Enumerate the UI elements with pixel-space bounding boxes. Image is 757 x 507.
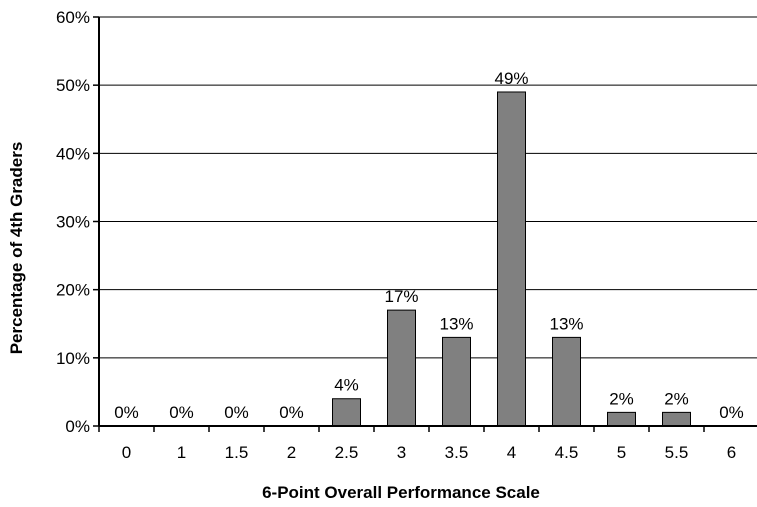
x-tick-label-6: 6 xyxy=(727,443,736,462)
data-label-5.5: 2% xyxy=(664,389,689,408)
y-tick-label: 0% xyxy=(65,417,90,436)
data-label-6: 0% xyxy=(719,403,744,422)
data-label-3: 17% xyxy=(384,287,418,306)
data-label-4.5: 13% xyxy=(549,314,583,333)
data-label-1.5: 0% xyxy=(224,403,249,422)
y-tick-label: 30% xyxy=(56,213,90,232)
bar-5.5 xyxy=(662,411,691,427)
y-axis-title: Percentage of 4th Graders xyxy=(7,142,26,355)
bar-4.5 xyxy=(552,336,581,427)
x-tick-label-5.5: 5.5 xyxy=(665,443,689,462)
y-tick-label: 40% xyxy=(56,144,90,163)
x-tick-label-1: 1 xyxy=(177,443,186,462)
data-label-2: 0% xyxy=(279,403,304,422)
data-label-0: 0% xyxy=(114,403,139,422)
x-tick-label-4.5: 4.5 xyxy=(555,443,579,462)
bar-4 xyxy=(497,91,526,427)
bar-2.5 xyxy=(332,398,361,427)
gridlines xyxy=(99,16,757,359)
y-tick-labels: 0% 10% 20% 30% 40% 50% 60% xyxy=(56,8,90,436)
y-tick-label: 50% xyxy=(56,76,90,95)
bar-3.5 xyxy=(442,336,471,427)
x-tick-label-3.5: 3.5 xyxy=(445,443,469,462)
bars xyxy=(332,91,691,427)
axes xyxy=(93,16,757,432)
data-label-2.5: 4% xyxy=(334,376,359,395)
x-tick-label-0: 0 xyxy=(122,443,131,462)
data-label-5: 2% xyxy=(609,389,634,408)
x-axis-title: 6-Point Overall Performance Scale xyxy=(262,483,540,502)
y-tick-label: 10% xyxy=(56,349,90,368)
data-labels: 0% 0% 0% 0% 4% 17% 13% 49% 13% 2% 2% 0% xyxy=(114,69,744,422)
x-tick-label-4: 4 xyxy=(507,443,516,462)
x-tick-label-2: 2 xyxy=(287,443,296,462)
x-tick-label-5: 5 xyxy=(617,443,626,462)
x-tick-label-1.5: 1.5 xyxy=(225,443,249,462)
data-label-3.5: 13% xyxy=(439,314,473,333)
y-tick-label: 20% xyxy=(56,281,90,300)
bar-3 xyxy=(387,309,416,427)
x-tick-labels: 0 1 1.5 2 2.5 3 3.5 4 4.5 5 5.5 6 xyxy=(122,443,736,462)
y-tick-label: 60% xyxy=(56,8,90,27)
bar-5 xyxy=(607,411,636,427)
x-tick-label-2.5: 2.5 xyxy=(335,443,359,462)
data-label-4: 49% xyxy=(494,69,528,88)
data-label-1: 0% xyxy=(169,403,194,422)
x-tick-label-3: 3 xyxy=(397,443,406,462)
